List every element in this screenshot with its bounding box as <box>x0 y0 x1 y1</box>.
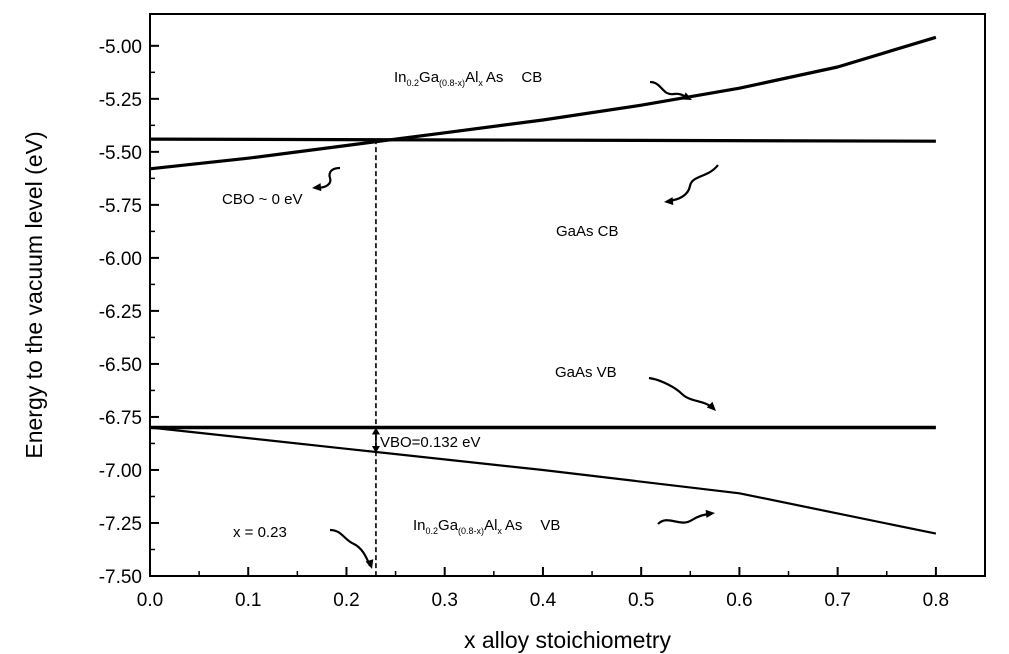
ingaalas-vb-tag: VB <box>540 517 560 534</box>
ingaalas-vb-sub-in: 0.2 <box>426 526 439 536</box>
y-tick-label: -5.25 <box>99 90 142 111</box>
x-tick-label: 0.2 <box>333 590 359 611</box>
gaas-vb-pointer <box>648 376 714 409</box>
x-tick-label: 0.6 <box>726 590 752 611</box>
gaas-cb-line <box>149 137 936 143</box>
gaas-cb-label: GaAs CB <box>556 223 619 240</box>
vbo-arrow-head-down <box>371 445 380 453</box>
ingaalas-vb-as: As <box>505 517 523 534</box>
ingaalas-cb-ga: Ga <box>419 69 440 86</box>
x-tick-label: 0.0 <box>137 590 163 611</box>
cbo-label: CBO ~ 0 eV <box>222 191 302 208</box>
plot-frame <box>149 13 986 577</box>
cbo-pointer <box>315 166 341 190</box>
ingaalas-cb-label: In0.2Ga(0.8-x)Alx As CB <box>394 69 542 88</box>
y-tick-label: -5.00 <box>99 37 142 58</box>
x-tick-label: 0.8 <box>923 590 949 611</box>
y-tick-label: -7.50 <box>99 567 142 588</box>
ingaalas-cb-sub-in: 0.2 <box>407 78 420 88</box>
y-tick-label: -5.75 <box>99 196 142 217</box>
ingaalas-cb-al: Al <box>465 69 478 86</box>
ingaalas-cb-curve <box>149 35 937 171</box>
y-tick-label: -6.75 <box>99 408 142 429</box>
x-marker-label: x = 0.23 <box>233 524 287 541</box>
ingaalas-cb-pointer <box>649 80 689 99</box>
ingaalas-vb-ga: Ga <box>438 517 459 534</box>
x-marker-pointer <box>329 528 372 567</box>
ingaalas-vb-label: In0.2Ga(0.8-x)Alx As VB <box>413 517 560 536</box>
ingaalas-vb-sub-al: x <box>497 526 502 536</box>
x-marker-pointer-head <box>365 559 374 569</box>
x-tick-label: 0.5 <box>628 590 654 611</box>
x-tick-label: 0.7 <box>824 590 850 611</box>
ingaalas-cb-pointer-head <box>682 92 692 100</box>
series-layer <box>149 35 937 535</box>
ingaalas-cb-as: As <box>486 69 504 86</box>
y-tick-label: -7.00 <box>99 461 142 482</box>
ingaalas-vb-in: In <box>413 517 426 534</box>
ingaalas-cb-sub-ga: (0.8-x) <box>439 78 465 88</box>
y-tick-label: -6.00 <box>99 249 142 270</box>
ingaalas-vb-pointer <box>657 512 712 525</box>
y-tick-label: -6.50 <box>99 355 142 376</box>
vbo-label: VBO=0.132 eV <box>380 434 481 451</box>
ingaalas-vb-al: Al <box>484 517 497 534</box>
x-tick-label: 0.3 <box>431 590 457 611</box>
vbo-arrow-head-up <box>371 427 380 435</box>
gaas-cb-pointer-head <box>664 197 674 206</box>
y-tick-label: -6.25 <box>99 302 142 323</box>
gaas-cb-pointer <box>667 164 719 203</box>
y-tick-label: -7.25 <box>99 514 142 535</box>
gaas-vb-label: GaAs VB <box>555 364 617 381</box>
y-axis-title: Energy to the vacuum level (eV) <box>21 131 47 458</box>
x-tick-label: 0.1 <box>235 590 261 611</box>
ingaalas-cb-tag: CB <box>521 69 542 86</box>
x-tick-label: 0.4 <box>530 590 557 611</box>
ingaalas-cb-sub-al: x <box>478 78 483 88</box>
gaas-vb-pointer-head <box>706 401 716 411</box>
ingaalas-cb-in: In <box>394 69 407 86</box>
cbo-pointer-head <box>312 183 322 192</box>
ingaalas-vb-pointer-head <box>705 509 715 518</box>
ingaalas-vb-sub-ga: (0.8-x) <box>458 526 484 536</box>
ticks-layer: 0.0 0.1 0.2 0.3 0.4 0.5 0.6 0.7 0.8 -5.00 -5.25 -5.… <box>99 37 949 611</box>
ingaalas-vb-curve <box>149 426 937 535</box>
x-axis-title: x alloy stoichiometry <box>464 627 672 653</box>
y-tick-label: -5.50 <box>99 143 142 164</box>
arrows-layer <box>312 80 719 569</box>
